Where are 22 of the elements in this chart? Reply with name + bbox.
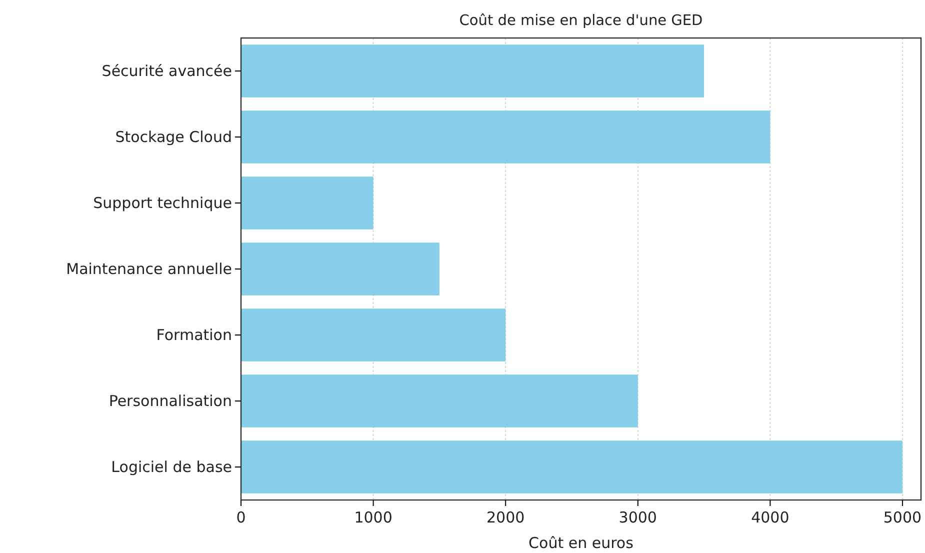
y-tick-label: Sécurité avancée <box>102 62 232 80</box>
bar <box>241 176 374 230</box>
y-tick-label: Personnalisation <box>108 392 232 410</box>
y-tick-label: Formation <box>156 326 232 344</box>
x-axis-title: Coût en euros <box>528 534 634 552</box>
bar <box>241 242 440 296</box>
bar <box>241 110 770 164</box>
x-tick-label: 4000 <box>751 508 790 526</box>
x-tick-label: 2000 <box>486 508 525 526</box>
x-tick-label: 1000 <box>354 508 392 526</box>
y-tick-label: Support technique <box>93 194 232 212</box>
x-tick-label: 5000 <box>883 508 922 526</box>
y-tick-label: Logiciel de base <box>111 458 232 476</box>
x-tick-label: 3000 <box>618 508 657 526</box>
bar <box>241 374 638 428</box>
bar <box>241 44 704 98</box>
x-tick-label: 0 <box>236 508 246 526</box>
bar <box>241 440 902 494</box>
y-tick-label: Maintenance annuelle <box>66 260 232 278</box>
chart-title: Coût de mise en place d'une GED <box>459 13 703 29</box>
y-tick-label: Stockage Cloud <box>115 128 232 146</box>
bar <box>241 308 506 362</box>
